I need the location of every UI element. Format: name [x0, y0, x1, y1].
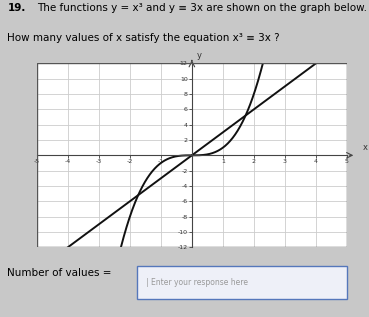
Text: Number of values =: Number of values =	[7, 268, 115, 278]
Text: y: y	[197, 51, 201, 60]
Text: x: x	[362, 143, 368, 152]
Text: The functions y = x³ and y ≡ 3x are shown on the graph below.: The functions y = x³ and y ≡ 3x are show…	[37, 3, 367, 13]
Text: | Enter your response here: | Enter your response here	[146, 278, 248, 287]
Text: How many values of x satisfy the equation x³ ≡ 3x ?: How many values of x satisfy the equatio…	[7, 33, 280, 43]
Text: 19.: 19.	[7, 3, 26, 13]
Bar	[37, 63, 347, 247]
FancyBboxPatch shape	[137, 266, 347, 299]
